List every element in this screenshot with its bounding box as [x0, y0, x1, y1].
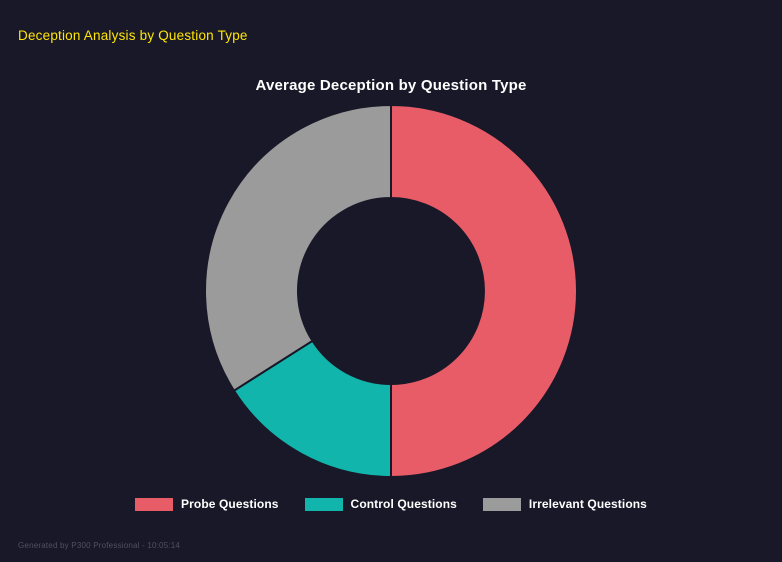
legend-label-irrelevant: Irrelevant Questions	[528, 497, 647, 511]
chart-legend: Probe Questions Control Questions Irreleva…	[0, 497, 782, 511]
page-title: Deception Analysis by Question Type	[18, 28, 248, 43]
legend-item-irrelevant[interactable]: Irrelevant Questions	[482, 497, 647, 511]
legend-label-control: Control Questions	[350, 497, 457, 511]
legend-swatch-control	[304, 497, 343, 511]
legend-item-probe[interactable]: Probe Questions	[135, 497, 279, 511]
footer-note: Generated by P300 Professional - 10:05:1…	[18, 541, 181, 550]
chart-title: Average Deception by Question Type	[255, 77, 527, 94]
donut-slice-irrelevant[interactable]	[204, 103, 392, 393]
legend-label-probe: Probe Questions	[181, 497, 279, 511]
legend-swatch-irrelevant	[482, 497, 521, 511]
donut-slice-probe[interactable]	[390, 103, 578, 479]
legend-item-control[interactable]: Control Questions	[304, 497, 457, 511]
donut-slice-control[interactable]	[232, 339, 392, 479]
donut-chart	[204, 103, 578, 479]
legend-swatch-probe	[135, 497, 174, 511]
